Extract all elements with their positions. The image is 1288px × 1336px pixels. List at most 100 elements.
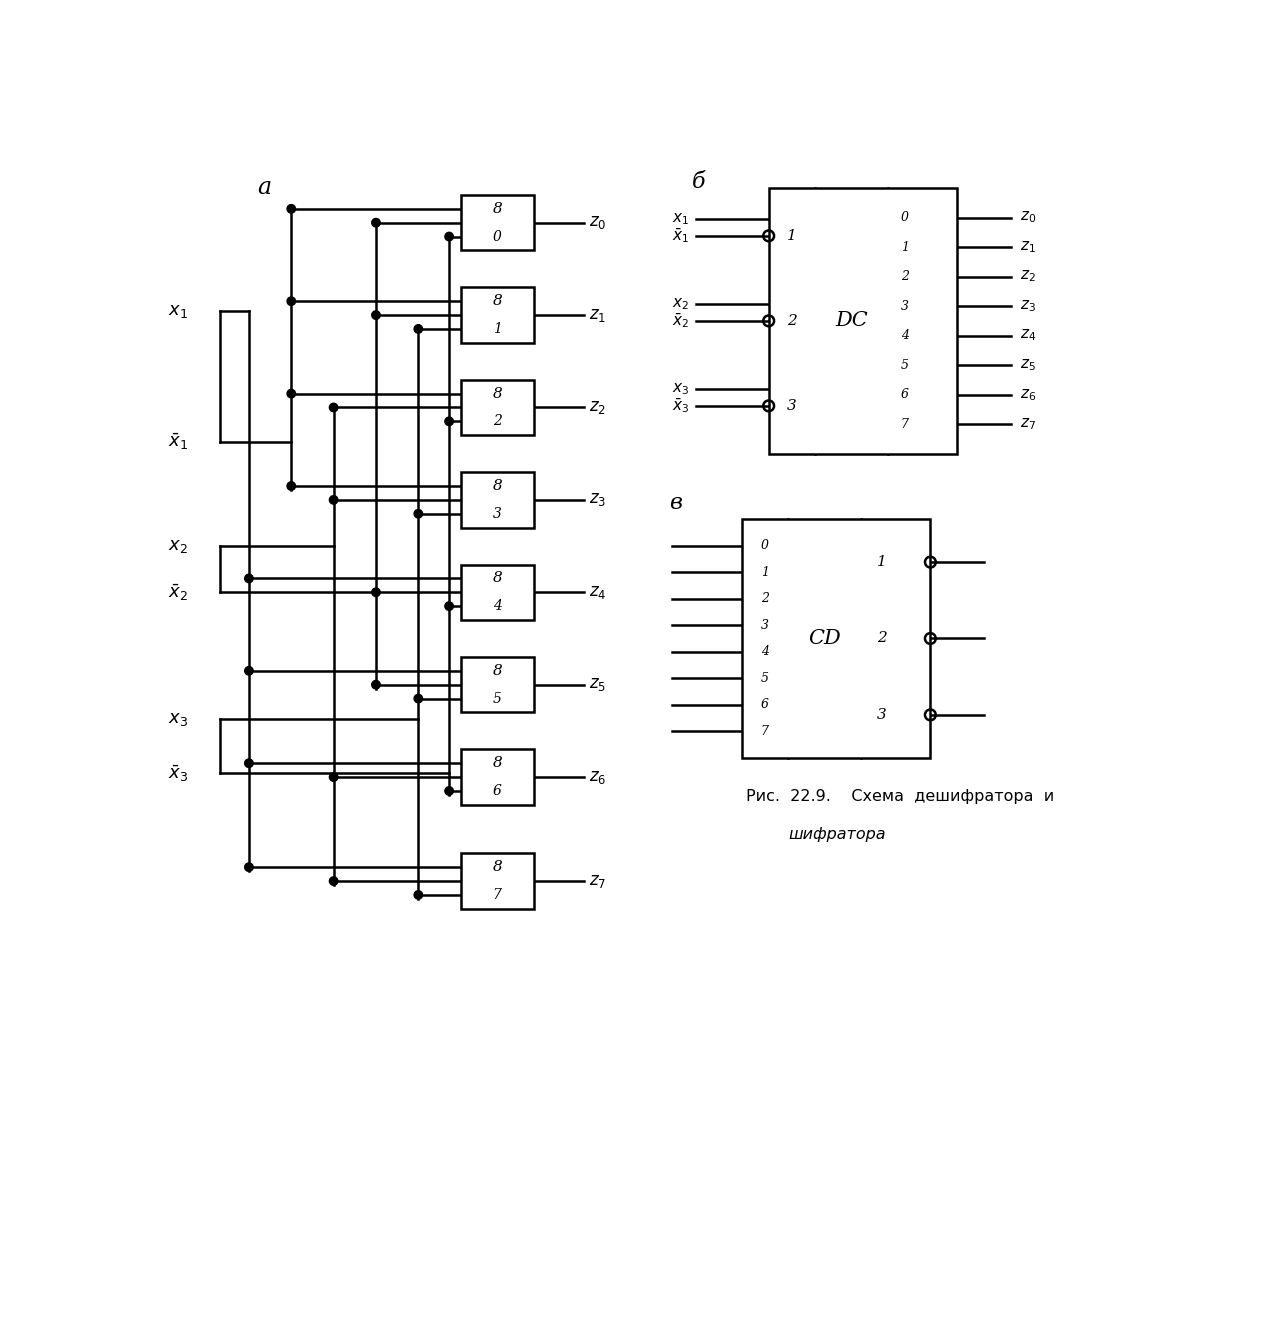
Text: 5: 5 — [761, 672, 769, 685]
Text: в: в — [668, 492, 681, 514]
Bar — [742, 520, 930, 758]
Text: $z_2$: $z_2$ — [1020, 269, 1036, 285]
Text: 7: 7 — [761, 725, 769, 737]
Text: $\bar{x}_3$: $\bar{x}_3$ — [672, 397, 689, 415]
Text: $z_7$: $z_7$ — [589, 872, 607, 890]
Text: 0: 0 — [761, 540, 769, 552]
Text: 2: 2 — [761, 592, 769, 605]
Text: 4: 4 — [493, 599, 502, 613]
Text: б: б — [692, 171, 706, 194]
Circle shape — [413, 891, 422, 899]
Text: 0: 0 — [902, 211, 909, 224]
Text: 8: 8 — [492, 756, 502, 771]
Text: 5: 5 — [493, 692, 502, 705]
Text: $z_5$: $z_5$ — [1020, 357, 1037, 373]
Circle shape — [245, 574, 254, 582]
Text: $\bar{x}_2$: $\bar{x}_2$ — [167, 582, 188, 603]
Circle shape — [245, 759, 254, 767]
Text: 8: 8 — [492, 386, 502, 401]
Text: $z_1$: $z_1$ — [589, 306, 607, 323]
Text: a: a — [258, 176, 272, 199]
Text: 4: 4 — [902, 329, 909, 342]
Circle shape — [444, 232, 453, 240]
Bar — [461, 379, 533, 436]
Text: 2: 2 — [902, 270, 909, 283]
Text: 2: 2 — [787, 314, 797, 327]
Text: 1: 1 — [877, 554, 886, 569]
Text: DC: DC — [835, 311, 868, 330]
Text: 1: 1 — [787, 228, 797, 243]
Circle shape — [413, 695, 422, 703]
Text: 8: 8 — [492, 572, 502, 585]
Circle shape — [245, 667, 254, 675]
Circle shape — [287, 482, 295, 490]
Text: $z_4$: $z_4$ — [589, 584, 607, 601]
Bar — [461, 472, 533, 528]
Text: 3: 3 — [761, 619, 769, 632]
Text: 3: 3 — [493, 506, 502, 521]
Text: 2: 2 — [877, 632, 886, 645]
Circle shape — [330, 876, 337, 886]
Text: 7: 7 — [902, 418, 909, 430]
Text: $x_2$: $x_2$ — [672, 297, 689, 311]
Circle shape — [372, 680, 380, 689]
Text: $z_0$: $z_0$ — [1020, 210, 1037, 226]
Text: $\bar{x}_1$: $\bar{x}_1$ — [672, 226, 689, 246]
Circle shape — [413, 509, 422, 518]
Text: $z_6$: $z_6$ — [589, 768, 607, 786]
Text: $x_1$: $x_1$ — [167, 302, 188, 321]
Text: 8: 8 — [492, 294, 502, 309]
Text: $z_0$: $z_0$ — [589, 214, 607, 231]
Text: $x_3$: $x_3$ — [672, 381, 689, 397]
Text: 7: 7 — [493, 888, 502, 902]
Text: Рис.  22.9.    Схема  дешифратора  и: Рис. 22.9. Схема дешифратора и — [746, 788, 1054, 804]
Text: 6: 6 — [902, 389, 909, 401]
Text: 3: 3 — [902, 299, 909, 313]
Text: 5: 5 — [902, 358, 909, 371]
Text: $\bar{x}_3$: $\bar{x}_3$ — [167, 763, 188, 783]
Text: шифратора: шифратора — [788, 827, 885, 842]
Text: 8: 8 — [492, 664, 502, 677]
Text: $x_2$: $x_2$ — [167, 537, 188, 554]
Text: $z_3$: $z_3$ — [1020, 298, 1037, 314]
Text: $z_4$: $z_4$ — [1020, 327, 1037, 343]
Text: $z_7$: $z_7$ — [1020, 417, 1037, 432]
Circle shape — [245, 863, 254, 871]
Text: $z_2$: $z_2$ — [589, 399, 607, 415]
Text: 1: 1 — [761, 565, 769, 578]
Circle shape — [444, 417, 453, 426]
Bar — [461, 854, 533, 908]
Text: 8: 8 — [492, 202, 502, 216]
Circle shape — [330, 403, 337, 411]
Text: 6: 6 — [493, 784, 502, 798]
Text: CD: CD — [808, 629, 841, 648]
Text: 4: 4 — [761, 645, 769, 659]
Text: 0: 0 — [493, 230, 502, 243]
Text: 3: 3 — [877, 708, 886, 721]
Circle shape — [372, 588, 380, 597]
Text: $\bar{x}_1$: $\bar{x}_1$ — [167, 432, 188, 453]
Circle shape — [287, 204, 295, 212]
Text: 2: 2 — [493, 414, 502, 429]
Text: 3: 3 — [787, 399, 797, 413]
Text: 8: 8 — [492, 480, 502, 493]
Text: 1: 1 — [493, 322, 502, 335]
Text: 1: 1 — [902, 240, 909, 254]
Circle shape — [413, 325, 422, 333]
Text: $z_6$: $z_6$ — [1020, 387, 1037, 402]
Bar — [769, 188, 957, 454]
Text: $\bar{x}_2$: $\bar{x}_2$ — [672, 311, 689, 330]
Text: $z_3$: $z_3$ — [589, 492, 607, 509]
Text: $z_5$: $z_5$ — [589, 676, 607, 693]
Text: $x_3$: $x_3$ — [167, 711, 188, 728]
Circle shape — [287, 389, 295, 398]
Bar — [461, 749, 533, 804]
Circle shape — [330, 496, 337, 504]
Circle shape — [287, 297, 295, 306]
Text: 6: 6 — [761, 699, 769, 711]
Text: 8: 8 — [492, 860, 502, 874]
Text: $x_1$: $x_1$ — [672, 211, 689, 227]
Bar — [461, 565, 533, 620]
Circle shape — [444, 787, 453, 795]
Circle shape — [444, 603, 453, 611]
